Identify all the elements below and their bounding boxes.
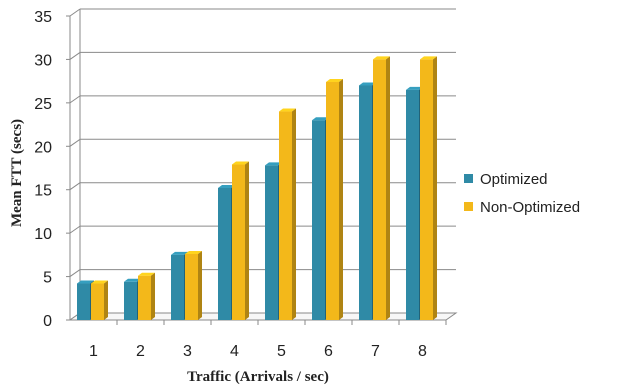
bar-non-optimized-6 bbox=[326, 79, 343, 320]
bar-front bbox=[171, 254, 184, 320]
bar-front bbox=[185, 253, 198, 320]
grid-depth-line bbox=[69, 52, 81, 60]
x-tick-label: 1 bbox=[89, 343, 98, 360]
legend-label-non-optimized: Non-Optimized bbox=[480, 199, 580, 216]
bar-front bbox=[312, 120, 325, 320]
bar-front bbox=[218, 187, 231, 320]
bar-top bbox=[185, 250, 202, 254]
axes bbox=[66, 9, 458, 325]
y-tick-label: 30 bbox=[34, 52, 52, 69]
bar-top bbox=[91, 280, 108, 284]
x-axis-title: Traffic (Arrivals / sec) bbox=[187, 369, 329, 385]
bar-front bbox=[359, 85, 372, 320]
bar-top bbox=[279, 108, 296, 112]
bar-non-optimized-7 bbox=[373, 56, 390, 321]
tick-labels: 0 5 10 15 20 25 30 35 1 2 3 4 5 6 7 8 bbox=[34, 9, 427, 360]
legend-label-optimized: Optimized bbox=[480, 171, 548, 188]
bar-top bbox=[359, 82, 376, 86]
bar-side bbox=[245, 161, 249, 320]
y-tick-label: 20 bbox=[34, 139, 52, 156]
grid-depth-line bbox=[69, 269, 81, 277]
bar-front bbox=[326, 82, 339, 320]
gridlines bbox=[69, 8, 456, 321]
bar-side bbox=[339, 79, 343, 320]
bar-front bbox=[138, 275, 151, 320]
bar-top bbox=[373, 56, 390, 60]
bar-side bbox=[433, 56, 437, 321]
bar-top bbox=[265, 162, 282, 166]
bar-side bbox=[292, 108, 296, 321]
bars bbox=[77, 56, 437, 321]
bar-non-optimized-2 bbox=[138, 272, 155, 320]
bar-front bbox=[406, 89, 419, 320]
x-tick-label: 8 bbox=[418, 343, 427, 360]
y-axis-title: Mean FTT (secs) bbox=[9, 119, 25, 227]
bar-front bbox=[279, 111, 292, 321]
grid-depth-line bbox=[69, 225, 81, 234]
bar-top bbox=[171, 251, 188, 255]
bar-top bbox=[312, 117, 329, 121]
grid-depth-line bbox=[69, 182, 81, 191]
bar-non-optimized-8 bbox=[420, 56, 437, 321]
bar-front bbox=[77, 283, 90, 320]
x-tick-label: 2 bbox=[136, 343, 145, 360]
bar-non-optimized-5 bbox=[279, 108, 296, 321]
y-tick-label: 35 bbox=[34, 9, 52, 26]
bar-side bbox=[151, 272, 155, 320]
x-tick-label: 5 bbox=[277, 343, 286, 360]
grid-depth-line bbox=[69, 138, 81, 147]
bar-non-optimized-3 bbox=[185, 250, 202, 320]
bar-non-optimized-1 bbox=[91, 280, 108, 320]
bar-front bbox=[124, 281, 137, 320]
bar-top bbox=[218, 184, 235, 188]
legend-swatch-non-optimized bbox=[464, 202, 473, 211]
y-tick-label: 0 bbox=[43, 313, 52, 330]
y-tick-label: 10 bbox=[34, 226, 52, 243]
x-tick-label: 7 bbox=[371, 343, 380, 360]
bar-top bbox=[77, 280, 94, 284]
bar-side bbox=[198, 250, 202, 320]
x-tick-label: 4 bbox=[230, 343, 239, 360]
bar-front bbox=[91, 283, 104, 320]
bar-top bbox=[138, 272, 155, 276]
grid-depth-line bbox=[69, 8, 81, 17]
bar-top bbox=[406, 86, 423, 90]
bar-top bbox=[420, 56, 437, 60]
bar-front bbox=[420, 59, 433, 321]
legend: Optimized Non-Optimized bbox=[464, 171, 580, 216]
bar-top bbox=[326, 79, 343, 83]
y-tick-label: 15 bbox=[34, 183, 52, 200]
x-tick-label: 6 bbox=[324, 343, 333, 360]
y-tick-label: 25 bbox=[34, 96, 52, 113]
legend-swatch-optimized bbox=[464, 174, 473, 183]
bar-front bbox=[265, 165, 278, 320]
bar-front bbox=[373, 59, 386, 321]
bar-non-optimized-4 bbox=[232, 161, 249, 320]
grid-depth-line bbox=[69, 95, 81, 104]
y-tick-label: 5 bbox=[43, 270, 52, 287]
bar-side bbox=[104, 280, 108, 320]
bar-top bbox=[124, 278, 141, 282]
bar-side bbox=[386, 56, 390, 321]
x-tick-label: 3 bbox=[183, 343, 192, 360]
bar-front bbox=[232, 164, 245, 320]
bar-top bbox=[232, 161, 249, 165]
